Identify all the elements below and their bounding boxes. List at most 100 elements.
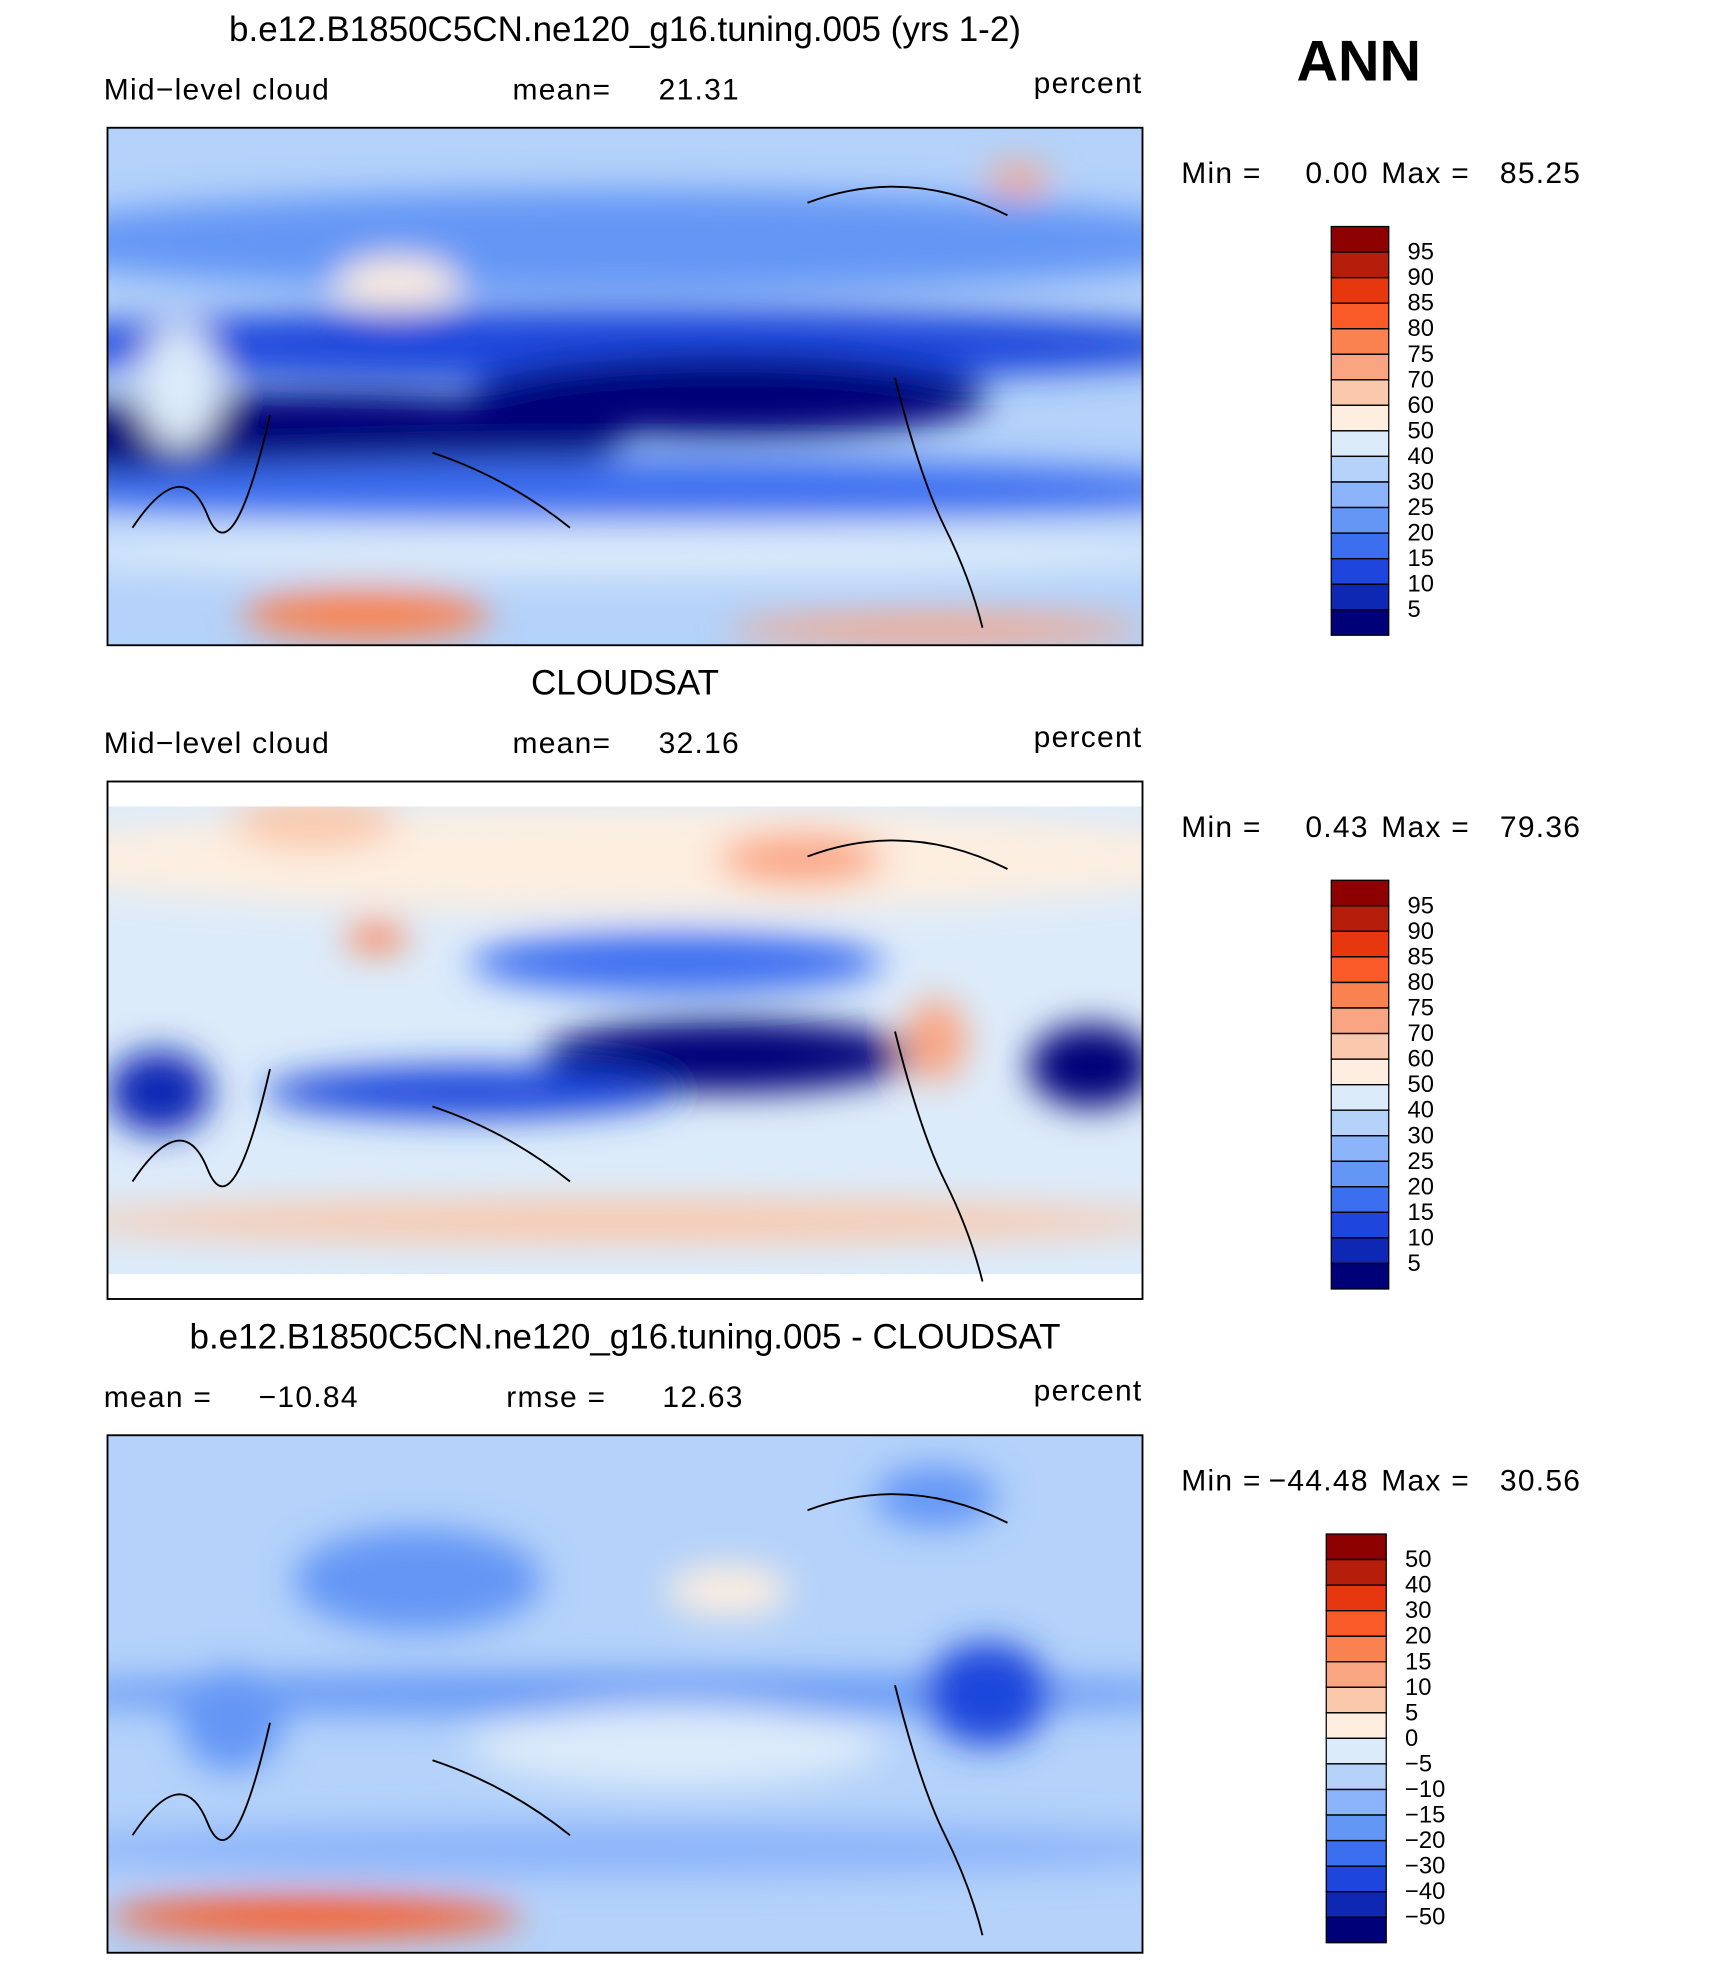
colorbar-label: 70 [1408, 366, 1434, 393]
colorbar-box [1325, 1865, 1387, 1893]
colorbar-label: −5 [1405, 1750, 1432, 1777]
colorbar-box [1325, 1891, 1387, 1918]
colorbar-label: 20 [1408, 1173, 1434, 1200]
colorbar-box [1330, 583, 1390, 611]
colorbar-box [1330, 1211, 1390, 1239]
colorbar-box [1330, 251, 1390, 279]
colorbar-label: 90 [1408, 918, 1434, 945]
contour-region [107, 1050, 211, 1134]
colorbar-box [1325, 1839, 1387, 1867]
colorbar-label: 40 [1408, 1097, 1434, 1124]
colorbar-label: 5 [1408, 1250, 1421, 1277]
colorbar-box [1325, 1916, 1387, 1944]
colorbar-box [1330, 302, 1390, 330]
colorbar-box [1330, 1237, 1390, 1265]
units: percent [1034, 67, 1143, 100]
range-name: Min = [1181, 157, 1261, 190]
map-contours [107, 1466, 1143, 1938]
map-contours [107, 163, 1143, 646]
colorbar-box [1325, 1737, 1387, 1765]
contour-region [107, 526, 1143, 578]
range-value: −44.48 [1269, 1465, 1369, 1498]
colorbar-box [1330, 532, 1390, 560]
stat-value: 21.31 [659, 73, 740, 106]
colorbar-label: 40 [1405, 1572, 1431, 1599]
contour-region [469, 931, 884, 994]
colorbar-box [1325, 1686, 1387, 1714]
colorbar-box [1325, 1661, 1387, 1688]
coastline [131, 185, 1008, 628]
contour-region [987, 163, 1050, 196]
stat-value: 12.63 [662, 1381, 743, 1414]
stat-name: mean= [513, 73, 612, 106]
range-value: 30.56 [1500, 1465, 1581, 1498]
contour-region [138, 324, 222, 449]
colorbar-label: 70 [1408, 1020, 1434, 1047]
colorbar-box [1325, 1763, 1387, 1791]
season-label: ANN [1296, 29, 1421, 93]
range-name: Max = [1381, 157, 1470, 190]
colorbar-box [1330, 905, 1390, 932]
range-value: 85.25 [1500, 157, 1581, 190]
colorbar-box [1330, 1160, 1390, 1188]
colorbar-box [1325, 1712, 1387, 1739]
colorbar-box [1330, 956, 1390, 984]
contour-region [262, 1066, 677, 1118]
colorbar-label: −50 [1405, 1904, 1445, 1931]
map-field [107, 127, 1143, 646]
contour-region [107, 807, 1143, 911]
stat-name: mean= [513, 727, 612, 760]
no-data-band [107, 1274, 1143, 1299]
contour-region [718, 833, 884, 885]
colorbar-label: 30 [1408, 469, 1434, 496]
range-name: Min = [1181, 1465, 1261, 1498]
range-name: Max = [1381, 811, 1470, 844]
colorbar-label: 30 [1408, 1122, 1434, 1149]
colorbar-label: 10 [1408, 571, 1434, 598]
stat-value: −10.84 [259, 1381, 359, 1414]
colorbar-label: 50 [1405, 1546, 1431, 1573]
coastline [131, 1493, 1008, 1936]
contour-region [107, 189, 1143, 294]
units: percent [1034, 721, 1143, 754]
no-data-band [107, 781, 1143, 807]
colorbar-label: −30 [1405, 1853, 1445, 1880]
map-contours [107, 797, 1143, 1243]
colorbar-box [1330, 1032, 1390, 1060]
colorbar-box [1330, 328, 1390, 355]
colorbar-box [1330, 1084, 1390, 1111]
colorbar-label: 20 [1405, 1623, 1431, 1650]
colorbar-label: 25 [1408, 1148, 1434, 1175]
colorbar-label: 60 [1408, 1046, 1434, 1073]
colorbar-box [1330, 1186, 1390, 1213]
colorbar-label: 15 [1408, 545, 1434, 572]
colorbar-label: 5 [1408, 596, 1421, 623]
colorbar-box [1330, 276, 1390, 304]
colorbar-label: 25 [1408, 494, 1434, 521]
contour-region [179, 1668, 284, 1772]
colorbar-box [1330, 1109, 1390, 1137]
colorbar-label: 20 [1408, 520, 1434, 547]
colorbar-box [1325, 1610, 1387, 1637]
colorbar-box [1330, 379, 1390, 406]
colorbar-box [1330, 609, 1390, 636]
contour-region [728, 614, 1143, 646]
contour-region [107, 1673, 1143, 1715]
colorbar-label: 90 [1408, 264, 1434, 291]
map-frame [106, 1434, 1144, 1954]
colorbar-box [1330, 430, 1390, 458]
map-frame [106, 780, 1144, 1300]
colorbar-label: −15 [1405, 1802, 1445, 1829]
colorbar-box [1330, 557, 1390, 585]
colorbar-label: −40 [1405, 1878, 1445, 1905]
coastline [131, 839, 1008, 1282]
colorbar-label: 75 [1408, 341, 1434, 368]
range-name: Max = [1381, 1465, 1470, 1498]
units: percent [1034, 1375, 1143, 1408]
colorbar-box [1330, 1135, 1390, 1162]
stat-value: 32.16 [659, 727, 740, 760]
colorbar-box [1330, 481, 1390, 509]
colorbar-box [1325, 1788, 1387, 1816]
